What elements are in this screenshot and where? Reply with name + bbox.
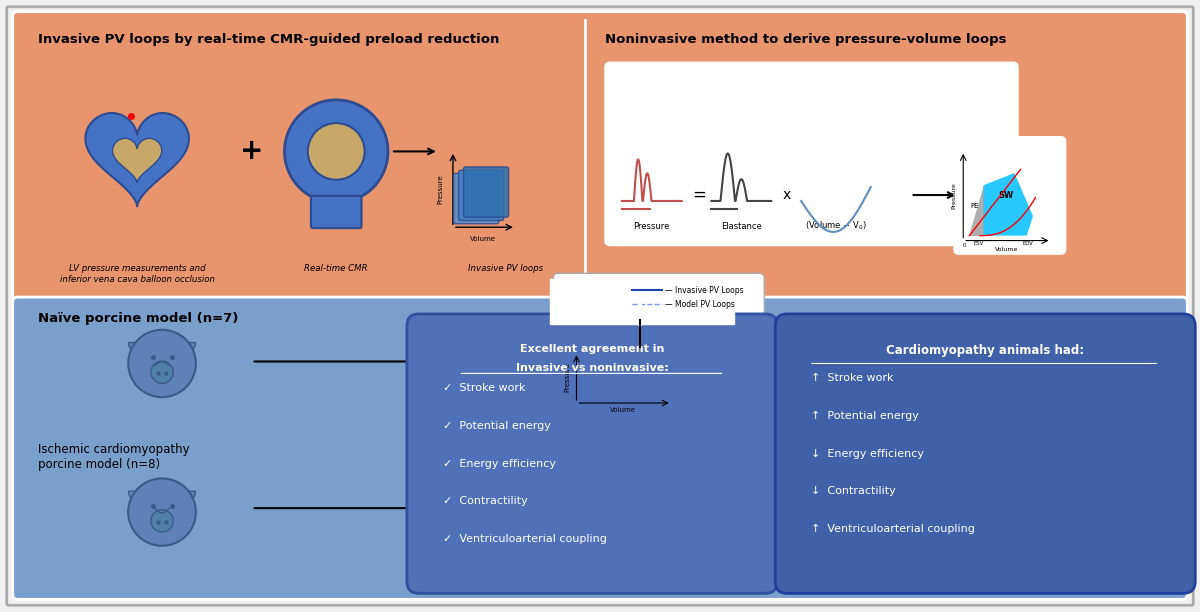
Circle shape: [151, 361, 173, 383]
FancyBboxPatch shape: [463, 167, 509, 217]
Text: Invasive PV loops by real-time CMR-guided preload reduction: Invasive PV loops by real-time CMR-guide…: [37, 32, 499, 45]
FancyBboxPatch shape: [954, 136, 1066, 254]
Text: ✓  Stroke work: ✓ Stroke work: [443, 383, 526, 394]
Text: x: x: [784, 188, 791, 202]
Text: =: =: [692, 186, 707, 204]
Text: — Model PV Loops: — Model PV Loops: [665, 299, 734, 308]
Wedge shape: [173, 491, 196, 502]
FancyBboxPatch shape: [454, 173, 499, 224]
Wedge shape: [173, 343, 196, 354]
Circle shape: [128, 330, 196, 397]
Circle shape: [128, 479, 196, 546]
Text: EDV: EDV: [1022, 241, 1033, 246]
FancyBboxPatch shape: [458, 170, 504, 220]
Polygon shape: [113, 138, 162, 182]
Text: PE: PE: [971, 203, 979, 209]
Wedge shape: [128, 343, 151, 354]
Text: (Volume $-$ V$_0$): (Volume $-$ V$_0$): [805, 220, 866, 232]
Text: ✓  Ventriculoarterial coupling: ✓ Ventriculoarterial coupling: [443, 534, 607, 544]
Text: Elastance: Elastance: [721, 222, 762, 231]
Text: — Invasive PV Loops: — Invasive PV Loops: [665, 286, 743, 294]
Circle shape: [307, 123, 365, 180]
Text: +: +: [240, 138, 263, 165]
Text: Pressure: Pressure: [564, 363, 570, 392]
Text: Volume: Volume: [470, 236, 496, 242]
Text: Cardiomyopathy animals had:: Cardiomyopathy animals had:: [886, 344, 1085, 357]
Text: Real-time CMR: Real-time CMR: [305, 264, 368, 274]
FancyBboxPatch shape: [13, 297, 1187, 599]
Text: Pressure: Pressure: [634, 222, 670, 231]
FancyBboxPatch shape: [13, 12, 1187, 307]
Polygon shape: [970, 185, 984, 236]
Circle shape: [151, 510, 173, 532]
Circle shape: [284, 100, 388, 203]
Text: SW: SW: [998, 190, 1014, 200]
Text: ✓  Potential energy: ✓ Potential energy: [443, 421, 551, 431]
Text: ↑  Ventriculoarterial coupling: ↑ Ventriculoarterial coupling: [811, 524, 974, 534]
Text: Volume: Volume: [610, 407, 636, 413]
Polygon shape: [85, 113, 188, 206]
Polygon shape: [984, 173, 1033, 236]
Text: ✓  Contractility: ✓ Contractility: [443, 496, 528, 506]
FancyBboxPatch shape: [551, 279, 734, 324]
Wedge shape: [128, 491, 151, 502]
FancyBboxPatch shape: [407, 314, 778, 594]
FancyBboxPatch shape: [311, 196, 361, 228]
Text: Excellent agreement in: Excellent agreement in: [520, 344, 665, 354]
Text: 0: 0: [962, 243, 966, 248]
Text: Ischemic cardiomyopathy
porcine model (n=8): Ischemic cardiomyopathy porcine model (n…: [37, 442, 190, 471]
FancyBboxPatch shape: [775, 314, 1195, 594]
Text: Pressure: Pressure: [952, 182, 956, 209]
Text: Volume: Volume: [995, 247, 1018, 252]
Text: ↑  Potential energy: ↑ Potential energy: [811, 411, 919, 421]
Text: Naïve porcine model (n=7): Naïve porcine model (n=7): [37, 312, 238, 325]
Text: ✓  Energy efficiency: ✓ Energy efficiency: [443, 458, 556, 469]
FancyBboxPatch shape: [605, 62, 1018, 245]
Text: LV pressure measurements and
inferior vena cava balloon occlusion: LV pressure measurements and inferior ve…: [60, 264, 215, 284]
Text: Invasive PV loops: Invasive PV loops: [468, 264, 544, 274]
Text: Pressure: Pressure: [438, 174, 444, 204]
Text: Invasive vs noninvasive:: Invasive vs noninvasive:: [516, 364, 668, 373]
FancyBboxPatch shape: [553, 274, 764, 424]
Text: ↓  Energy efficiency: ↓ Energy efficiency: [811, 449, 924, 459]
Text: ↓  Contractility: ↓ Contractility: [811, 487, 895, 496]
Text: ESV: ESV: [973, 241, 984, 246]
Text: Noninvasive method to derive pressure-volume loops: Noninvasive method to derive pressure-vo…: [605, 32, 1007, 45]
Text: ↑  Stroke work: ↑ Stroke work: [811, 373, 894, 383]
